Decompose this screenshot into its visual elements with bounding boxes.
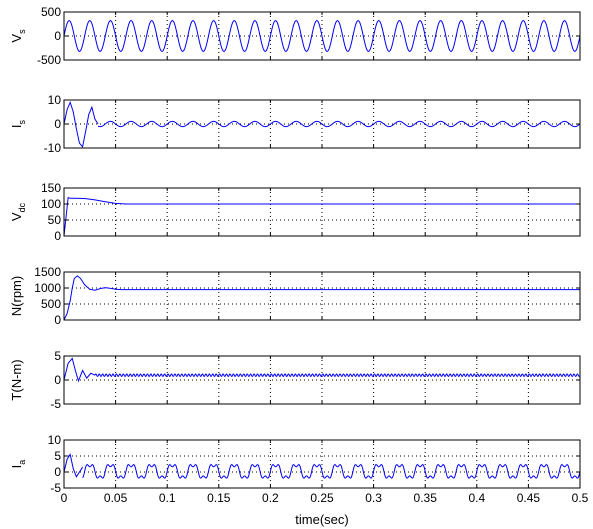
x-tick-label: 0.2: [262, 491, 279, 505]
y-tick-label: 5: [54, 349, 61, 363]
x-tick-label: 0: [61, 491, 68, 505]
x-tick-label: 0.45: [517, 491, 541, 505]
series-line-t-1: [94, 373, 580, 377]
y-axis-label: Ia: [9, 460, 27, 469]
y-tick-label: -5: [50, 481, 61, 495]
series-line-n-0: [64, 275, 580, 320]
series-line-is-0: [64, 100, 99, 148]
subplot-n: 0 500 1000 1500 N(rpm): [9, 265, 581, 327]
x-tick-label: 0.1: [159, 491, 176, 505]
y-axis-label-main: N(rpm): [9, 276, 24, 316]
y-tick-label: -10: [44, 141, 62, 155]
y-tick-label: -500: [37, 53, 61, 67]
series-line-t-0: [64, 357, 96, 383]
subplot-vdc: 0 50 100 150 Vdc: [9, 181, 581, 243]
y-axis-label-sub: dc: [17, 202, 27, 212]
series-line-ia-0: [64, 453, 84, 478]
x-tick-label: 0.05: [104, 491, 128, 505]
y-tick-label: 5: [54, 449, 61, 463]
x-tick-label: 0.15: [207, 491, 231, 505]
y-tick-label: 1500: [34, 265, 61, 279]
y-axis-label-main: I: [9, 465, 24, 469]
y-axis-label: T(N-m): [9, 359, 24, 400]
y-axis-label: Vs: [9, 29, 27, 43]
y-axis-label-main: V: [9, 212, 24, 221]
x-tick-label: 0.4: [468, 491, 485, 505]
series-line-is-1: [97, 120, 580, 128]
y-tick-label: 0: [54, 29, 61, 43]
y-tick-label: 0: [54, 373, 61, 387]
x-axis-label: time(sec): [295, 512, 348, 527]
y-tick-label: 100: [41, 197, 61, 211]
y-axis-label-sub: s: [17, 119, 27, 124]
y-tick-label: 10: [48, 433, 62, 447]
y-tick-label: 0: [54, 229, 61, 243]
y-axis-label: N(rpm): [9, 276, 24, 316]
subplot-ia: -5 0 5 10 Ia: [9, 433, 581, 495]
x-tick-label: 0.5: [572, 491, 589, 505]
subplot-t: -5 0 5 T(N-m): [9, 349, 581, 411]
y-axis-label-sub: s: [17, 29, 27, 34]
y-axis-label-sub: a: [17, 460, 27, 465]
series-line-vdc-0: [64, 196, 580, 236]
y-tick-label: 50: [48, 213, 62, 227]
subplot-vs: -500 0 500 Vs: [9, 5, 581, 67]
y-tick-label: 10: [48, 93, 62, 107]
x-tick-label: 0.25: [310, 491, 334, 505]
y-tick-label: 0: [54, 117, 61, 131]
y-axis-label: Is: [9, 119, 27, 128]
y-tick-label: 150: [41, 181, 61, 195]
series-line-vs-0: [64, 20, 580, 52]
y-tick-label: 500: [41, 5, 61, 19]
x-tick-label: 0.35: [414, 491, 438, 505]
y-tick-label: 0: [54, 313, 61, 327]
y-tick-label: 500: [41, 297, 61, 311]
subplot-is: -10 0 10 Is: [9, 93, 581, 155]
x-axis: 0 0.05 0.1 0.15 0.2 0.25 0.3 0.35 0.4 0.45 0.5: [61, 491, 589, 505]
x-tick-label: 0.3: [365, 491, 382, 505]
series-line-ia-1: [82, 464, 580, 479]
y-tick-label: 1000: [34, 281, 61, 295]
y-axis-label-main: T(N-m): [9, 359, 24, 400]
y-axis-label-main: V: [9, 34, 24, 43]
subplots-container: -5000500Vs-10010Is050100150Vdc0500100015…: [9, 5, 581, 495]
y-axis-label: Vdc: [9, 202, 27, 221]
y-tick-label: 0: [54, 465, 61, 479]
y-tick-label: -5: [50, 397, 61, 411]
y-axis-label-main: I: [9, 124, 24, 128]
